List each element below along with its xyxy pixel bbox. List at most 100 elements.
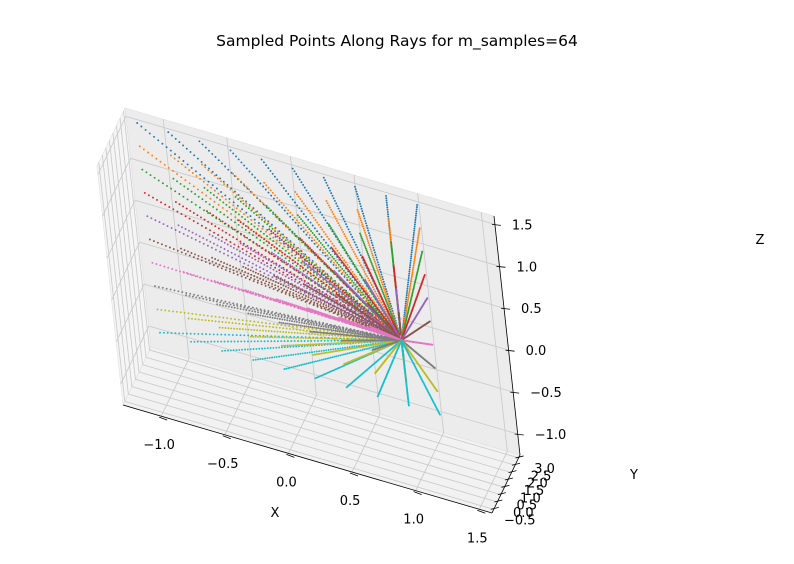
sample-point (293, 232, 296, 235)
sample-point (276, 232, 279, 235)
sample-point (289, 302, 292, 305)
sample-point (296, 282, 299, 285)
x-grid-floor (351, 413, 381, 473)
sample-point (366, 238, 369, 240)
sample-point (274, 254, 277, 257)
sample-point (331, 290, 334, 293)
sample-point (275, 298, 278, 301)
sample-point (356, 304, 359, 307)
sample-point (254, 211, 257, 213)
sample-point (247, 268, 250, 271)
sample-point (355, 267, 358, 270)
sample-point (256, 329, 259, 332)
sample-point (204, 146, 207, 149)
sample-point (312, 290, 315, 293)
sample-point (277, 298, 280, 301)
sample-point (242, 242, 245, 245)
sample-point (264, 322, 267, 325)
sample-point (307, 282, 310, 285)
sample-point (250, 307, 252, 310)
sample-point (374, 345, 377, 348)
sample-point (292, 344, 295, 347)
sample-point (257, 293, 260, 296)
sample-point (358, 304, 361, 306)
sample-point (231, 228, 234, 231)
sample-point (331, 297, 334, 300)
sample-point (308, 265, 311, 268)
sample-point (304, 205, 307, 207)
sample-point (256, 276, 259, 279)
sample-point (353, 185, 356, 188)
sample-point (375, 274, 378, 277)
sample-point (362, 212, 365, 215)
sample-point (180, 213, 183, 215)
sample-point (191, 274, 193, 277)
sample-point (301, 306, 304, 309)
sample-point (148, 238, 151, 241)
sample-point (254, 292, 257, 295)
sample-point (379, 268, 381, 271)
sample-point (324, 328, 327, 331)
sample-point (219, 301, 222, 304)
sample-point (276, 255, 279, 258)
sample-point (310, 248, 313, 251)
sample-point (258, 199, 261, 202)
sample-point (281, 300, 284, 303)
sample-point (332, 261, 335, 264)
sample-point (263, 312, 265, 315)
sample-point (282, 236, 284, 239)
x-grid-floor (415, 432, 445, 491)
sample-point (337, 334, 339, 337)
sample-point (264, 284, 267, 287)
sample-point (337, 263, 340, 266)
sample-point (271, 356, 274, 359)
sample-point (334, 299, 337, 302)
sample-point (337, 354, 340, 357)
sample-point (290, 251, 293, 254)
sample-point (374, 307, 377, 310)
sample-point (223, 252, 225, 255)
sample-point (263, 238, 266, 241)
sample-point (313, 301, 316, 304)
sample-point (300, 279, 303, 282)
sample-point (331, 284, 334, 287)
sample-point (254, 258, 257, 261)
sample-point (352, 250, 355, 253)
sample-point (189, 273, 192, 276)
sample-point (249, 252, 252, 255)
sample-point (321, 243, 324, 246)
sample-point (325, 349, 328, 352)
sample-point (270, 261, 273, 263)
sample-point (219, 220, 222, 223)
sample-point (264, 315, 267, 318)
y-grid-floor (128, 393, 498, 503)
sample-point (234, 322, 237, 325)
sample-point (327, 187, 330, 189)
sample-point (238, 328, 241, 330)
sample-point (179, 270, 182, 273)
sample-point (318, 343, 321, 345)
sample-point (211, 152, 214, 155)
sample-point (200, 295, 203, 298)
sample-point (259, 230, 262, 233)
sample-point (228, 233, 231, 236)
sample-point (357, 287, 360, 290)
sample-point (274, 312, 276, 315)
sample-point (327, 298, 330, 301)
sample-point (313, 360, 316, 363)
sample-point (305, 243, 308, 246)
sample-point (178, 203, 181, 206)
sample-point (282, 240, 285, 243)
sample-point (325, 296, 328, 299)
sample-point (306, 260, 308, 262)
sample-point (228, 201, 231, 204)
sample-point (178, 332, 181, 335)
sample-point (304, 337, 307, 339)
sample-point (293, 249, 296, 252)
sample-point (191, 317, 193, 320)
sample-point (182, 160, 185, 162)
sample-point (213, 280, 216, 282)
sample-point (253, 211, 255, 214)
sample-point (336, 304, 339, 306)
sample-point (230, 306, 233, 309)
